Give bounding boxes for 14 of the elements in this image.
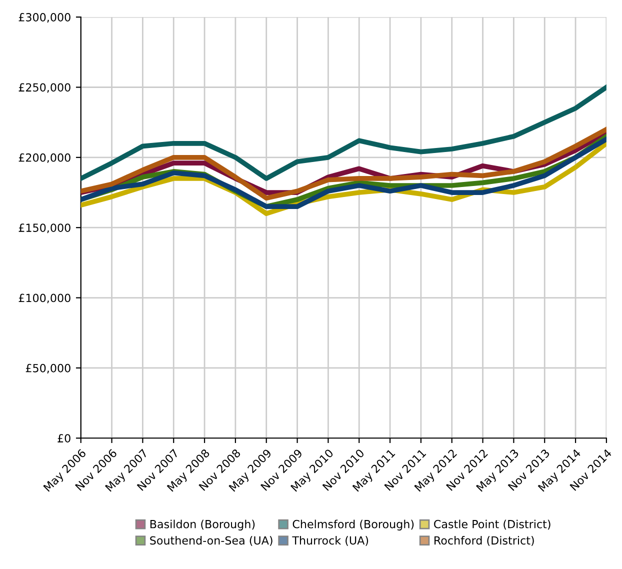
y-tick-label: £0	[58, 434, 70, 443]
y-tick-label: £250,000	[18, 83, 70, 93]
y-tick-label: £150,000	[18, 224, 70, 234]
y-tick-label: £300,000	[18, 13, 70, 23]
legend-label: Thurrock (UA)	[292, 536, 368, 546]
y-tick-label: £200,000	[18, 153, 70, 163]
legend-label: Chelmsford (Borough)	[292, 520, 414, 530]
legend-label: Rochford (District)	[434, 536, 534, 546]
y-tick-label: £50,000	[26, 364, 70, 374]
line-series	[80, 84, 606, 181]
legend-label: Southend-on-Sea (UA)	[150, 536, 272, 546]
legend-label: Basildon (Borough)	[150, 520, 255, 530]
y-tick-label: £100,000	[18, 294, 70, 304]
legend-label: Castle Point (District)	[434, 520, 550, 530]
